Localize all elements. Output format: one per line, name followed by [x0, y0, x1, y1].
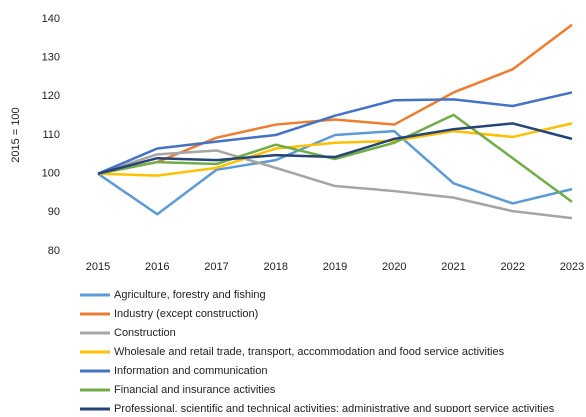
series-line	[97, 91, 573, 175]
y-tick-label: 130	[42, 52, 60, 64]
series-line	[97, 113, 573, 203]
x-tick-label: 2019	[323, 261, 347, 273]
series-line	[97, 23, 573, 175]
legend-label: Information and communication	[114, 365, 267, 377]
y-tick-label: 80	[48, 245, 60, 257]
y-tick-label: 110	[42, 129, 60, 141]
x-tick-label: 2021	[441, 261, 465, 273]
y-tick-label: 90	[48, 206, 60, 218]
x-tick-label: 2022	[501, 261, 525, 273]
series-line	[97, 122, 573, 177]
y-axis-label: 2015 = 100	[10, 107, 22, 162]
legend-label: Agriculture, forestry and fishing	[114, 289, 266, 301]
legend-label: Construction	[114, 327, 176, 339]
legend-label: Financial and insurance activities	[114, 384, 276, 396]
y-tick-label: 100	[42, 168, 60, 180]
x-tick-label: 2017	[204, 261, 228, 273]
y-tick-label: 140	[42, 13, 60, 25]
x-tick-label: 2023	[560, 261, 584, 273]
series-line	[97, 149, 573, 220]
series-line	[97, 129, 573, 216]
legend-label: Professional, scientific and technical a…	[114, 403, 555, 412]
y-tick-label: 120	[42, 90, 60, 102]
x-tick-label: 2015	[86, 261, 110, 273]
legend-label: Wholesale and retail trade, transport, a…	[114, 346, 505, 358]
x-tick-label: 2016	[145, 261, 169, 273]
x-tick-label: 2018	[264, 261, 288, 273]
legend-label: Industry (except construction)	[114, 308, 258, 320]
series-line	[97, 122, 573, 175]
x-tick-label: 2020	[382, 261, 406, 273]
